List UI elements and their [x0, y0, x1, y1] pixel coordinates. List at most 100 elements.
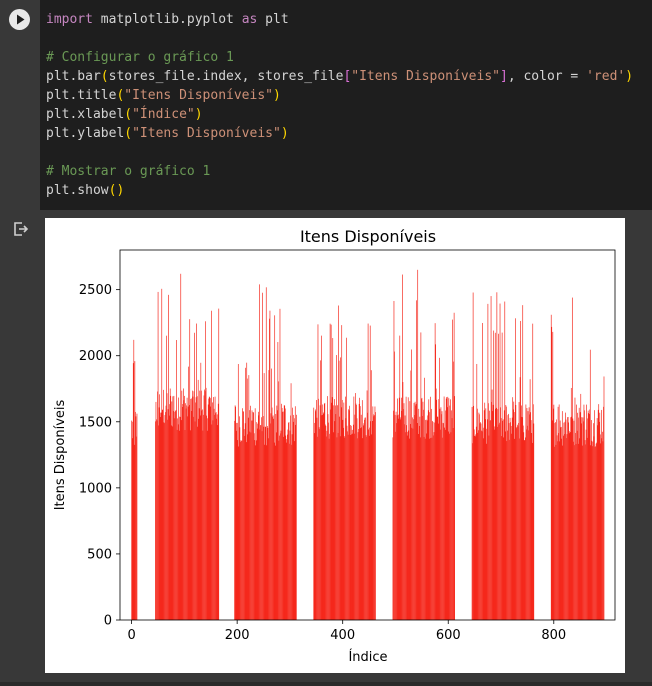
bar: [216, 418, 217, 620]
bar: [255, 440, 257, 620]
bar: [564, 421, 566, 620]
bar: [180, 420, 182, 620]
bar: [497, 426, 498, 620]
bar: [586, 437, 588, 620]
bar: [260, 425, 261, 620]
code-token: matplotlib.pyplot: [92, 12, 242, 27]
bar: [271, 407, 273, 620]
bar: [581, 417, 583, 620]
bar: [484, 402, 486, 620]
output-redirect-icon[interactable]: [13, 221, 29, 237]
bar: [505, 405, 507, 620]
bar: [580, 393, 582, 620]
bar: [423, 436, 425, 620]
bar: [216, 414, 218, 620]
bar: [279, 308, 281, 620]
bar: [192, 396, 194, 620]
bar: [240, 440, 242, 620]
bar: [358, 428, 359, 620]
bar: [318, 398, 319, 620]
bar: [500, 418, 502, 620]
bar: [443, 396, 445, 620]
y-tick-label: 1500: [79, 415, 112, 430]
bar: [185, 403, 186, 620]
bar: [241, 440, 243, 620]
bar: [177, 424, 179, 620]
bar: [334, 421, 336, 620]
bar: [518, 422, 519, 620]
bar: [183, 388, 184, 620]
bar: [570, 417, 572, 620]
bar: [240, 442, 241, 620]
bar: [350, 425, 352, 620]
code-token: "Itens Disponíveis": [124, 88, 273, 103]
bar: [281, 407, 283, 620]
bar: [601, 438, 603, 620]
bar: [409, 401, 411, 620]
bar: [215, 412, 217, 620]
bar: [513, 438, 515, 620]
bar: [489, 420, 491, 620]
bar: [449, 405, 451, 620]
bar: [600, 443, 602, 620]
bar: [479, 414, 480, 620]
bar: [292, 421, 294, 620]
bar: [179, 416, 181, 620]
bar: [483, 438, 485, 620]
code-editor[interactable]: import matplotlib.pyplot as plt # Configu…: [40, 0, 652, 210]
bar: [524, 440, 526, 620]
bar: [430, 396, 431, 620]
bar: [562, 445, 564, 620]
bar: [561, 411, 563, 620]
bar: [481, 430, 482, 620]
bar: [278, 381, 279, 620]
bar: [133, 339, 135, 620]
run-cell-button[interactable]: [9, 9, 30, 30]
bar: [504, 431, 506, 620]
bar: [576, 430, 578, 620]
bar: [320, 415, 322, 620]
bar: [161, 288, 163, 620]
bar: [277, 410, 278, 620]
bar: [498, 424, 500, 620]
bar: [484, 419, 486, 620]
bar: [359, 397, 360, 620]
bar: [498, 333, 499, 620]
bar: [195, 397, 197, 620]
bar: [472, 292, 474, 620]
bar: [293, 418, 295, 620]
code-token: import: [46, 12, 93, 27]
bar: [572, 418, 574, 620]
bar: [397, 398, 398, 620]
code-token: (): [108, 183, 125, 198]
bar: [434, 323, 436, 620]
y-axis-label: Itens Disponíveis: [53, 399, 68, 510]
bar: [476, 363, 478, 620]
bar: [584, 410, 585, 620]
bar: [428, 412, 430, 620]
bar: [292, 407, 293, 620]
bar: [265, 426, 267, 620]
bar: [355, 403, 357, 620]
bar: [188, 404, 190, 620]
bar: [414, 401, 416, 620]
bar: [246, 362, 248, 620]
bar: [201, 390, 202, 620]
bar: [213, 397, 214, 620]
bar: [411, 427, 413, 620]
code-text[interactable]: import matplotlib.pyplot as plt # Configu…: [46, 10, 633, 200]
bar: [373, 416, 375, 620]
bar: [449, 433, 450, 620]
bar: [405, 432, 406, 620]
bar: [438, 399, 440, 620]
code-token: "Itens Disponíveis": [351, 69, 500, 84]
bar: [169, 404, 171, 620]
bar: [245, 367, 247, 620]
bar: [510, 425, 512, 620]
bar: [272, 415, 274, 620]
plot-frame: [119, 249, 616, 621]
bar: [283, 436, 285, 620]
bar: [188, 366, 190, 620]
bar: [532, 404, 534, 620]
bar: [174, 411, 176, 620]
